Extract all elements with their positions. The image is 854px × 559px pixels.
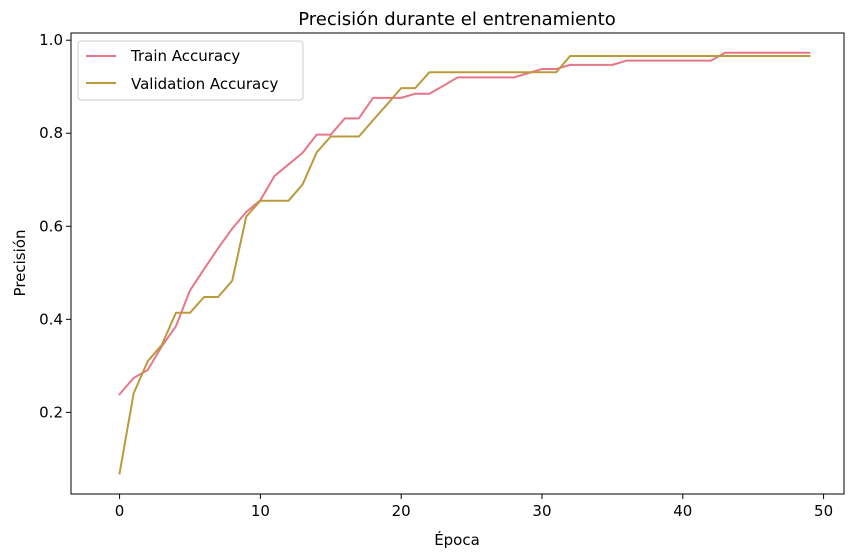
y-axis-label: Precisión: [11, 230, 29, 297]
x-tick-label: 10: [251, 502, 270, 520]
series-layer: [118, 51, 811, 475]
chart-title: Precisión durante el entrenamiento: [298, 9, 616, 30]
y-tick-label: 0.4: [39, 310, 63, 328]
legend-box: [77, 40, 304, 101]
x-axis-label: Época: [434, 530, 480, 549]
legend: Train Accuracy Validation Accuracy: [77, 40, 304, 101]
y-tick-label: 1.0: [39, 31, 63, 49]
x-tick-label: 0: [115, 502, 125, 520]
x-tick-label: 40: [673, 502, 692, 520]
y-tick-label: 0.2: [39, 403, 63, 421]
plot-frame: [70, 32, 845, 495]
series-line-train: [118, 51, 811, 396]
x-tick-label: 20: [392, 502, 411, 520]
y-tick-label: 0.8: [39, 124, 63, 142]
legend-label-train: Train Accuracy: [130, 47, 240, 65]
y-tick-label: 0.6: [39, 217, 63, 235]
series-line-validation: [118, 55, 811, 475]
x-axis: 0 10 20 30 40 50: [115, 494, 833, 520]
legend-label-validation: Validation Accuracy: [131, 75, 278, 93]
x-tick-label: 30: [532, 502, 551, 520]
x-tick-label: 50: [814, 502, 833, 520]
y-axis: 0.2 0.4 0.6 0.8 1.0: [39, 31, 71, 421]
